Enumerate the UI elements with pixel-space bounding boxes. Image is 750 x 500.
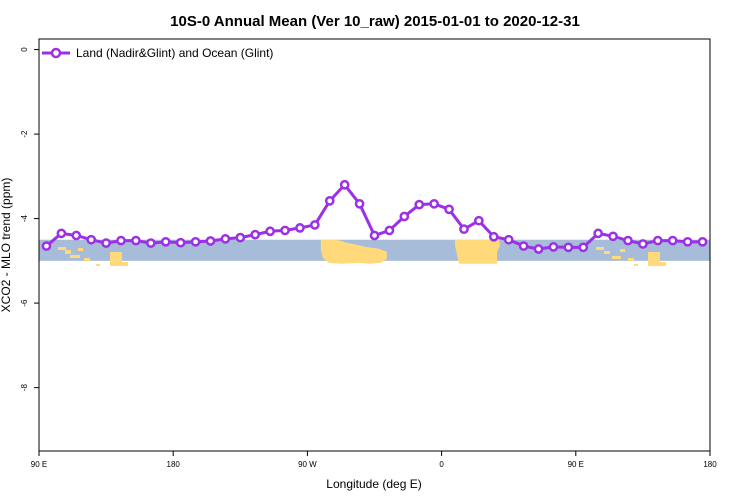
data-point	[310, 220, 320, 230]
data-point	[235, 232, 246, 243]
data-point	[608, 231, 618, 242]
y-tick-label: -4	[20, 214, 29, 222]
data-point	[369, 230, 380, 241]
map-band	[39, 239, 710, 266]
data-point	[190, 236, 201, 247]
data-point	[220, 234, 231, 244]
data-point	[41, 241, 52, 251]
chart-title: 10S-0 Annual Mean (Ver 10_raw) 2015-01-0…	[170, 13, 580, 30]
data-point	[697, 236, 708, 247]
series-layer	[41, 179, 708, 254]
x-axis-label: Longitude (deg E)	[326, 477, 421, 491]
legend-marker	[50, 47, 62, 59]
x-tick-label: 90 E	[568, 460, 584, 469]
land-shape	[604, 251, 610, 254]
data-point	[71, 230, 82, 241]
y-axis: 0 -2 -4 -6 -8	[20, 47, 39, 391]
land-shape	[620, 249, 625, 252]
data-point	[563, 242, 574, 253]
x-tick-label: 90 W	[298, 460, 317, 469]
data-point	[101, 238, 111, 248]
data-point	[444, 204, 454, 215]
data-point	[667, 235, 678, 246]
data-point	[265, 226, 275, 237]
land-shape	[65, 250, 71, 254]
y-axis-label: XCO2 - MLO trend (ppm)	[0, 178, 13, 313]
data-point	[488, 231, 499, 242]
x-tick-label: 180	[167, 460, 181, 469]
x-axis: 90 E 180 90 W 0 90 E 180	[31, 451, 717, 469]
land-shape	[110, 252, 122, 266]
data-point	[160, 236, 171, 247]
y-tick-label: -2	[20, 130, 29, 138]
data-point	[324, 195, 335, 206]
x-tick-label: 0	[439, 460, 444, 469]
land-shape	[120, 262, 128, 266]
data-point	[145, 238, 156, 248]
data-point	[578, 242, 589, 253]
y-tick-label: -8	[20, 384, 29, 392]
data-point	[86, 234, 97, 245]
data-point	[280, 225, 290, 236]
data-point	[250, 229, 261, 240]
data-point	[175, 237, 186, 248]
data-point	[652, 235, 663, 246]
land-shape	[84, 258, 90, 261]
land-shape	[96, 264, 100, 266]
data-point	[459, 224, 469, 235]
data-point	[56, 228, 67, 239]
land-shape	[70, 255, 80, 258]
land-shape	[612, 256, 621, 259]
data-point	[623, 235, 633, 246]
data-point	[682, 236, 693, 247]
x-tick-label: 90 E	[31, 460, 47, 469]
data-point	[503, 234, 514, 245]
land-shape	[634, 264, 638, 266]
data-point	[593, 228, 604, 239]
data-point	[474, 215, 484, 226]
data-point	[116, 235, 126, 246]
data-point	[638, 239, 648, 249]
data-point	[384, 225, 395, 236]
land-shape	[58, 247, 66, 250]
y-tick-label: -6	[20, 299, 29, 307]
data-point	[131, 235, 141, 246]
land-shape	[648, 252, 660, 266]
data-point	[295, 223, 305, 233]
land-shape	[658, 262, 666, 266]
land-shape	[628, 258, 634, 261]
legend: Land (Nadir&Glint) and Ocean (Glint)	[42, 46, 273, 60]
data-point	[429, 198, 439, 209]
y-tick-label: 0	[20, 47, 29, 52]
data-point	[414, 199, 425, 210]
plot-frame	[38, 38, 711, 452]
data-point	[548, 242, 559, 252]
data-point	[533, 244, 544, 254]
data-point	[354, 198, 365, 209]
land-shape	[455, 239, 501, 264]
land-shape	[78, 248, 83, 251]
x-tick-label: 180	[703, 460, 717, 469]
legend-label: Land (Nadir&Glint) and Ocean (Glint)	[76, 46, 273, 60]
land-shape	[596, 247, 604, 250]
data-point	[399, 211, 410, 222]
data-point	[205, 236, 216, 246]
land-shape	[320, 239, 387, 264]
data-point	[518, 241, 529, 251]
data-point	[339, 179, 350, 190]
